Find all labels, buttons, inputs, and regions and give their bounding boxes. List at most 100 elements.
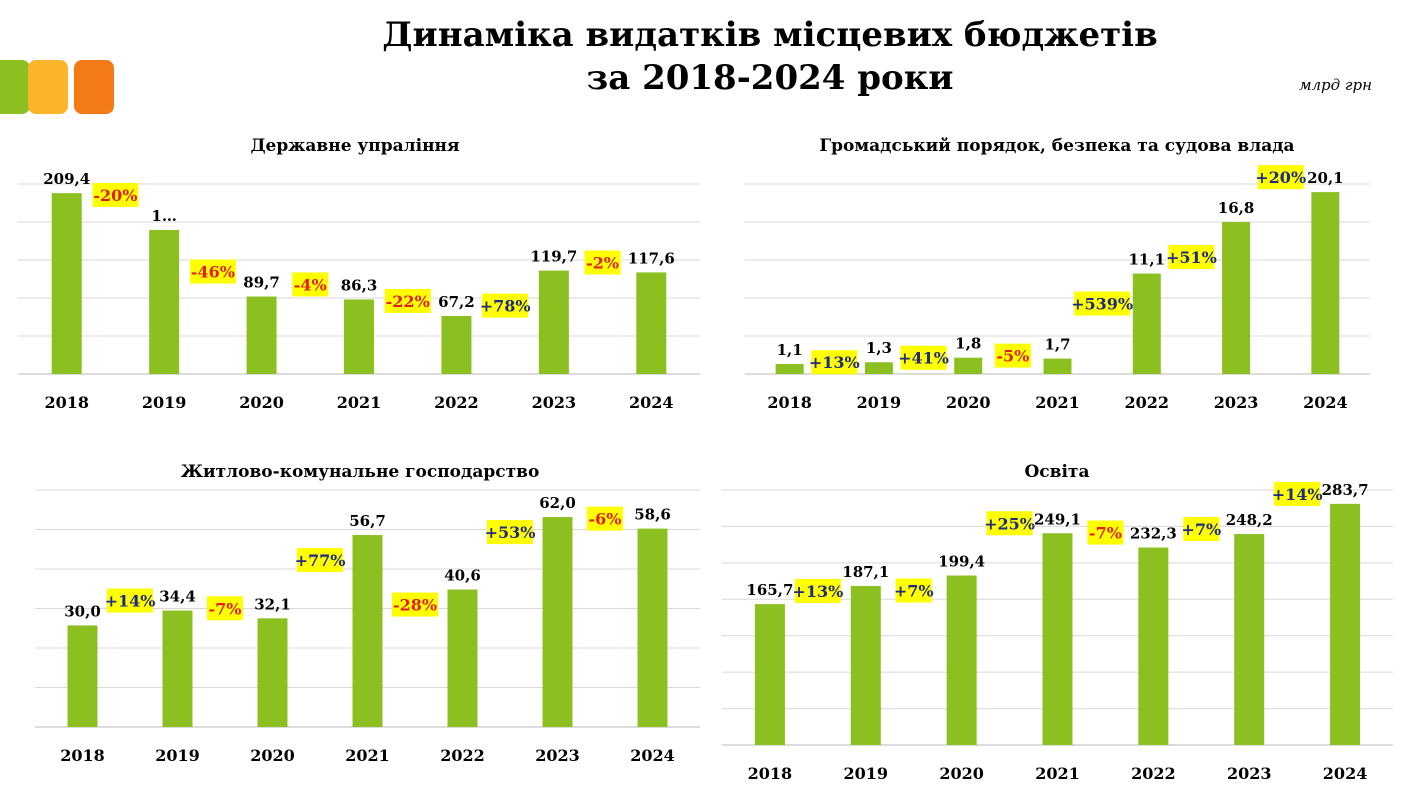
change-badge-bg [986, 511, 1033, 536]
value-label: 67,2 [438, 293, 475, 311]
year-label: 2021 [337, 393, 382, 412]
value-label: 1… [151, 207, 176, 225]
change-badge-text: +7% [894, 582, 934, 601]
change-badge-bg [1087, 520, 1124, 545]
year-label: 2018 [60, 746, 105, 765]
year-label: 2022 [434, 393, 479, 412]
change-badge-text: -7% [1089, 524, 1122, 543]
year-label: 2020 [939, 764, 984, 783]
change-badge: +539% [1071, 291, 1133, 316]
change-badge: -22% [384, 288, 431, 313]
bar-2023 [1222, 222, 1251, 374]
bar-2022 [1132, 273, 1161, 374]
change-badge: +78% [480, 293, 531, 318]
chart-title: Громадський порядок, безпека та судова в… [819, 136, 1294, 156]
value-label: 40,6 [444, 567, 481, 585]
change-badge: +14% [1272, 481, 1323, 506]
year-label: 2020 [250, 746, 295, 765]
bar-2020 [246, 296, 277, 374]
bar-2021 [1043, 358, 1072, 374]
change-badge: -5% [994, 343, 1031, 368]
change-badge-text: -5% [996, 347, 1029, 366]
logo-square-orange [74, 60, 114, 114]
value-label: 62,0 [539, 494, 576, 512]
change-badge-text: +13% [809, 353, 860, 372]
change-badge-text: +20% [1255, 168, 1306, 187]
change-badge: -7% [1087, 520, 1124, 545]
change-badge: -28% [392, 592, 438, 617]
change-badge-bg [482, 293, 529, 318]
value-label: 1,1 [777, 341, 803, 359]
change-badge-text: -28% [393, 596, 437, 615]
change-badge-text: -4% [294, 275, 327, 294]
page-title-line2: за 2018-2024 роки [586, 58, 954, 98]
change-badge-bg [1274, 481, 1321, 506]
bar-2022 [1138, 547, 1169, 745]
bar-2019 [864, 362, 893, 374]
change-badge-bg [1183, 517, 1220, 542]
change-badge: +13% [792, 578, 843, 603]
year-label: 2018 [44, 393, 89, 412]
chart-panel-2: Громадський порядок, безпека та судова в… [745, 136, 1370, 412]
value-label: 248,2 [1226, 511, 1273, 529]
value-label: 1,7 [1044, 336, 1070, 354]
change-badge-bg [189, 259, 236, 284]
change-badge-bg [297, 548, 343, 573]
year-label: 2019 [155, 746, 200, 765]
bar-2023 [1234, 534, 1265, 745]
logo-square-yellow [28, 60, 68, 114]
change-badge: -6% [587, 506, 623, 531]
change-badge-text: +78% [480, 297, 531, 316]
change-badge: +7% [1181, 517, 1221, 542]
change-badge-bg [107, 588, 153, 613]
year-label: 2023 [532, 393, 577, 412]
change-badge: -4% [292, 272, 329, 297]
value-label: 11,1 [1129, 251, 1166, 269]
bar-2023 [542, 517, 573, 727]
change-badge-bg [900, 345, 947, 370]
change-badge-bg [811, 350, 858, 375]
value-label: 209,4 [43, 170, 90, 188]
value-label: 89,7 [243, 274, 280, 292]
change-badge-text: -46% [191, 263, 235, 282]
change-badge: +13% [809, 350, 860, 375]
change-badge: +77% [295, 548, 345, 573]
year-label: 2021 [345, 746, 390, 765]
change-badge-text: -6% [589, 510, 622, 529]
value-label: 34,4 [159, 588, 196, 606]
chart-panel-4: Освіта 165,7 2018 187,1 2019 199,4 2020 249,1 20… [722, 462, 1393, 783]
bar-2018 [51, 193, 82, 374]
value-label: 32,1 [254, 595, 291, 613]
value-label: 232,3 [1130, 525, 1177, 543]
change-badge-text: -2% [586, 253, 619, 272]
bar-2024 [637, 528, 668, 727]
bar-2021 [344, 299, 374, 374]
year-label: 2022 [1125, 393, 1170, 412]
bar-2023 [538, 270, 569, 374]
change-badge-text: -22% [386, 292, 430, 311]
value-label: 86,3 [341, 276, 378, 294]
value-label: 283,7 [1322, 481, 1369, 499]
value-label: 56,7 [349, 512, 386, 530]
year-label: 2019 [857, 393, 902, 412]
year-label: 2023 [535, 746, 580, 765]
unit-label: млрд грн [1299, 76, 1372, 94]
logo-square-green [0, 60, 30, 114]
change-badge-bg [587, 506, 623, 531]
change-badge-text: +41% [898, 349, 949, 368]
bar-2022 [441, 315, 472, 374]
chart-title: Освіта [1025, 462, 1090, 482]
change-badge: +41% [898, 345, 949, 370]
change-badge-text: +14% [105, 592, 156, 611]
bar-2019 [162, 610, 193, 727]
year-label: 2021 [1035, 764, 1080, 783]
change-badge: +7% [894, 578, 934, 603]
change-badge-bg [487, 520, 533, 545]
year-label: 2018 [767, 393, 812, 412]
bar-2022 [447, 589, 478, 727]
year-label: 2018 [748, 764, 793, 783]
change-badge-bg [794, 578, 841, 603]
change-badge-bg [895, 578, 932, 603]
bar-2018 [67, 625, 98, 727]
